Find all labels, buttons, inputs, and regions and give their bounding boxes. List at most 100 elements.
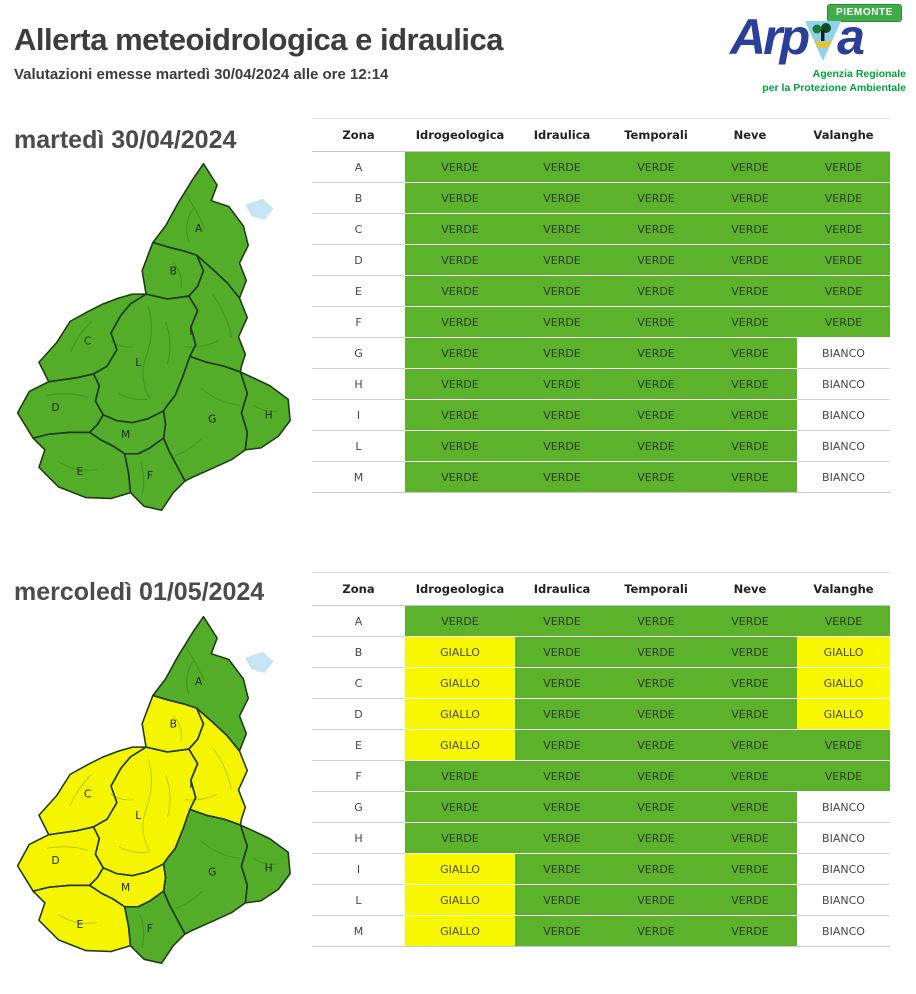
- zone-cell: H: [312, 822, 405, 854]
- alert-level-cell: VERDE: [405, 605, 515, 637]
- map-zone-I: [188, 708, 248, 825]
- map-zone-label-L: L: [135, 356, 141, 369]
- alert-level-cell: VERDE: [797, 213, 890, 245]
- alert-row-H: H VERDE VERDE VERDE VERDE BIANCO: [312, 822, 890, 854]
- alert-level-cell: VERDE: [609, 244, 703, 276]
- lake-shape: [245, 198, 274, 221]
- map-zone-B: [142, 242, 204, 299]
- alert-level-cell: VERDE: [703, 368, 797, 400]
- alert-level-cell: VERDE: [515, 822, 609, 854]
- alert-level-cell: VERDE: [609, 605, 703, 637]
- alert-level-cell: VERDE: [515, 605, 609, 637]
- alert-level-cell: VERDE: [609, 151, 703, 183]
- alert-level-cell: BIANCO: [797, 461, 890, 493]
- page-title: Allerta meteoidrologica e idraulica: [14, 22, 504, 57]
- alert-level-cell: VERDE: [609, 306, 703, 338]
- alert-level-cell: GIALLO: [405, 636, 515, 668]
- map-zone-label-L: L: [135, 809, 141, 822]
- alert-row-F: F VERDE VERDE VERDE VERDE VERDE: [312, 306, 890, 338]
- alert-level-cell: VERDE: [609, 461, 703, 493]
- zone-cell: C: [312, 213, 405, 245]
- map-zone-F: [124, 438, 185, 511]
- column-header-temporali: Temporali: [609, 118, 703, 152]
- alert-row-G: G VERDE VERDE VERDE VERDE BIANCO: [312, 791, 890, 823]
- map-zone-G: [163, 356, 248, 481]
- alert-level-cell: VERDE: [609, 636, 703, 668]
- alert-level-cell: VERDE: [515, 698, 609, 730]
- alert-level-cell: VERDE: [515, 729, 609, 761]
- alert-level-cell: VERDE: [797, 760, 890, 792]
- alert-level-cell: VERDE: [405, 275, 515, 307]
- map-zone-label-F: F: [147, 469, 153, 482]
- alert-level-cell: VERDE: [609, 399, 703, 431]
- alert-map-tuesday: A B C D E F G H I L M: [2, 150, 294, 520]
- alert-level-cell: VERDE: [703, 822, 797, 854]
- alert-row-D: D GIALLO VERDE VERDE VERDE GIALLO: [312, 698, 890, 730]
- alert-level-cell: VERDE: [797, 729, 890, 761]
- alert-level-cell: VERDE: [703, 244, 797, 276]
- map-zone-border-H: [239, 824, 291, 904]
- alert-row-C: C VERDE VERDE VERDE VERDE VERDE: [312, 213, 890, 245]
- alert-level-cell: VERDE: [703, 791, 797, 823]
- map-zone-H: [240, 371, 291, 450]
- column-header-neve: Neve: [703, 572, 797, 606]
- alert-level-cell: VERDE: [515, 213, 609, 245]
- column-header-zona: Zona: [312, 572, 405, 606]
- alert-level-cell: VERDE: [609, 884, 703, 916]
- arpa-wordmark: Arp a: [730, 12, 865, 62]
- alert-row-H: H VERDE VERDE VERDE VERDE BIANCO: [312, 368, 890, 400]
- logo-byline-line2: per la Protezione Ambientale: [762, 81, 906, 94]
- zone-cell: D: [312, 244, 405, 276]
- alert-level-cell: BIANCO: [797, 368, 890, 400]
- alert-level-cell: GIALLO: [405, 729, 515, 761]
- alert-level-cell: BIANCO: [797, 430, 890, 462]
- alert-level-cell: VERDE: [515, 244, 609, 276]
- alert-level-cell: VERDE: [703, 636, 797, 668]
- alert-row-F: F VERDE VERDE VERDE VERDE VERDE: [312, 760, 890, 792]
- alert-level-cell: BIANCO: [797, 915, 890, 947]
- alert-level-cell: VERDE: [797, 244, 890, 276]
- zone-cell: I: [312, 399, 405, 431]
- alert-level-cell: GIALLO: [797, 636, 890, 668]
- column-header-temporali: Temporali: [609, 572, 703, 606]
- alert-level-cell: GIALLO: [797, 667, 890, 699]
- alert-level-cell: VERDE: [703, 275, 797, 307]
- map-zone-C: [38, 747, 147, 835]
- map-zone-label-G: G: [208, 866, 216, 879]
- zone-cell: F: [312, 760, 405, 792]
- alert-level-cell: VERDE: [515, 399, 609, 431]
- piemonte-badge: PIEMONTE: [826, 4, 902, 22]
- zone-cell: A: [312, 605, 405, 637]
- sub-basin-lines: [46, 645, 279, 948]
- alert-level-cell: VERDE: [515, 461, 609, 493]
- alert-level-cell: VERDE: [515, 337, 609, 369]
- alert-level-cell: BIANCO: [797, 399, 890, 431]
- map-zone-label-E: E: [76, 465, 83, 478]
- map-zone-label-C: C: [84, 788, 91, 801]
- map-zone-label-I: I: [189, 325, 192, 338]
- map-zone-I: [188, 255, 248, 372]
- alert-level-cell: VERDE: [405, 244, 515, 276]
- map-zone-label-A: A: [195, 222, 203, 235]
- alert-level-cell: VERDE: [609, 729, 703, 761]
- map-zone-label-A: A: [195, 675, 203, 688]
- alert-row-E: E GIALLO VERDE VERDE VERDE VERDE: [312, 729, 890, 761]
- alert-level-cell: VERDE: [515, 760, 609, 792]
- map-zone-E: [33, 885, 131, 952]
- zone-cell: D: [312, 698, 405, 730]
- zone-cell: F: [312, 306, 405, 338]
- alert-row-D: D VERDE VERDE VERDE VERDE VERDE: [312, 244, 890, 276]
- map-zone-H: [240, 824, 291, 903]
- alert-level-cell: GIALLO: [405, 698, 515, 730]
- map-zone-label-B: B: [170, 718, 177, 731]
- alert-level-cell: BIANCO: [797, 791, 890, 823]
- alert-level-cell: VERDE: [515, 430, 609, 462]
- alert-row-B: B GIALLO VERDE VERDE VERDE GIALLO: [312, 636, 890, 668]
- map-zone-L: [93, 747, 198, 876]
- alert-level-cell: VERDE: [405, 182, 515, 214]
- alert-level-cell: VERDE: [515, 306, 609, 338]
- map-zone-label-D: D: [51, 854, 59, 867]
- alert-row-I: I VERDE VERDE VERDE VERDE BIANCO: [312, 399, 890, 431]
- map-zone-border-M: [88, 863, 167, 908]
